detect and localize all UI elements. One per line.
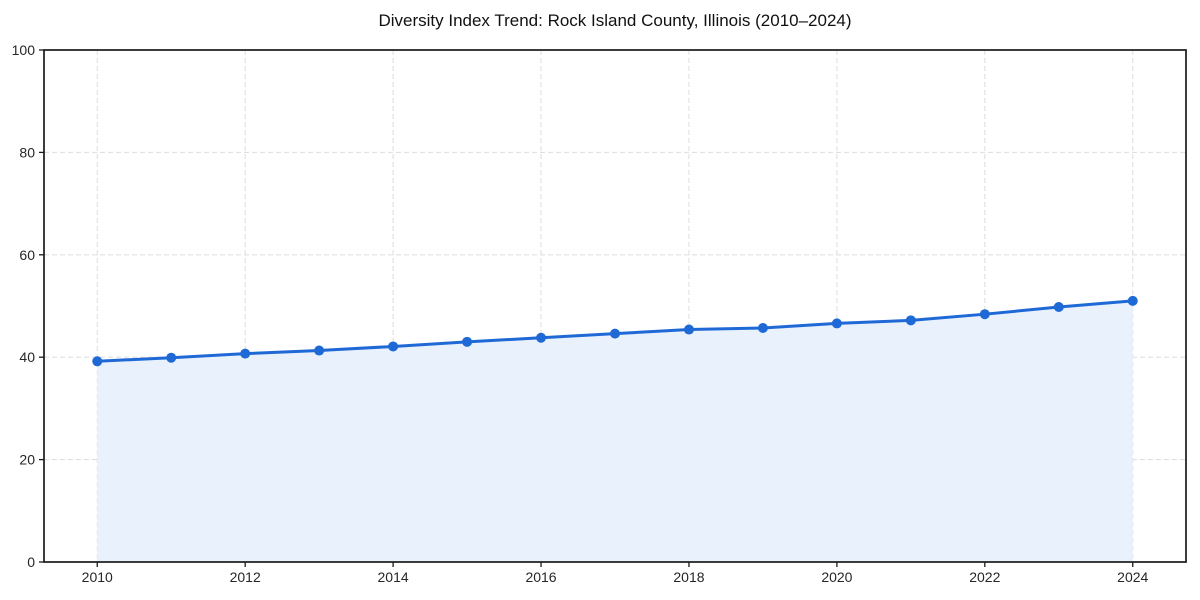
series-area-fill bbox=[97, 300, 1133, 562]
data-point-marker bbox=[166, 352, 177, 363]
y-axis-tick-label: 0 bbox=[27, 554, 35, 570]
data-point-marker bbox=[388, 341, 399, 352]
x-axis-tick-label: 2020 bbox=[821, 569, 852, 585]
data-point-marker bbox=[979, 309, 990, 320]
y-axis-tick-label: 40 bbox=[19, 349, 35, 365]
x-axis-tick-label: 2018 bbox=[673, 569, 704, 585]
data-point-marker bbox=[1053, 302, 1064, 313]
x-axis-tick-label: 2024 bbox=[1117, 569, 1148, 585]
x-axis-tick-label: 2010 bbox=[82, 569, 113, 585]
data-point-marker bbox=[831, 318, 842, 329]
y-axis-tick-label: 80 bbox=[19, 144, 35, 160]
y-axis-tick-label: 20 bbox=[19, 452, 35, 468]
data-point-marker bbox=[905, 315, 916, 326]
data-point-marker bbox=[462, 336, 473, 347]
data-point-marker bbox=[240, 348, 251, 359]
y-axis-tick-label: 100 bbox=[12, 42, 36, 58]
plot-frame bbox=[43, 49, 1187, 563]
x-axis-tick-label: 2014 bbox=[378, 569, 409, 585]
data-point-marker bbox=[683, 324, 694, 335]
data-point-marker bbox=[757, 323, 768, 334]
x-axis-tick-label: 2012 bbox=[230, 569, 261, 585]
data-point-marker bbox=[314, 345, 325, 356]
x-axis-tick-label: 2022 bbox=[969, 569, 1000, 585]
data-point-marker bbox=[610, 328, 620, 339]
y-axis-tick-label: 60 bbox=[19, 247, 35, 263]
chart-title: Diversity Index Trend: Rock Island Count… bbox=[378, 11, 852, 30]
data-point-marker bbox=[1127, 295, 1138, 306]
data-point-marker bbox=[92, 356, 103, 367]
data-point-marker bbox=[536, 332, 547, 343]
x-axis-tick-label: 2016 bbox=[525, 569, 556, 585]
